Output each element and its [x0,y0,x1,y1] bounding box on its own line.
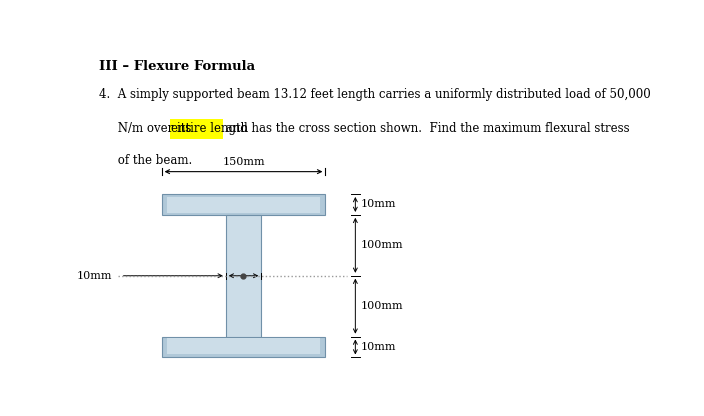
Bar [170,119,223,139]
Text: N/m over its: N/m over its [99,122,195,135]
Bar [167,197,320,213]
Text: 150mm: 150mm [222,157,265,167]
Bar [167,338,320,354]
Bar [162,194,325,215]
Text: entire length: entire length [170,122,248,135]
Text: 10mm: 10mm [77,271,113,281]
Text: of the beam.: of the beam. [99,154,192,167]
Text: 100mm: 100mm [360,240,403,250]
Bar [162,337,325,357]
Text: 100mm: 100mm [360,301,403,311]
Text: 4.  A simply supported beam 13.12 feet length carries a uniformly distributed lo: 4. A simply supported beam 13.12 feet le… [99,88,650,102]
Text: III – Flexure Formula: III – Flexure Formula [99,59,255,72]
Text: and has the cross section shown.  Find the maximum flexural stress: and has the cross section shown. Find th… [222,122,630,135]
Bar [226,215,261,337]
Text: 10mm: 10mm [360,200,396,210]
Text: 10mm: 10mm [360,342,396,352]
